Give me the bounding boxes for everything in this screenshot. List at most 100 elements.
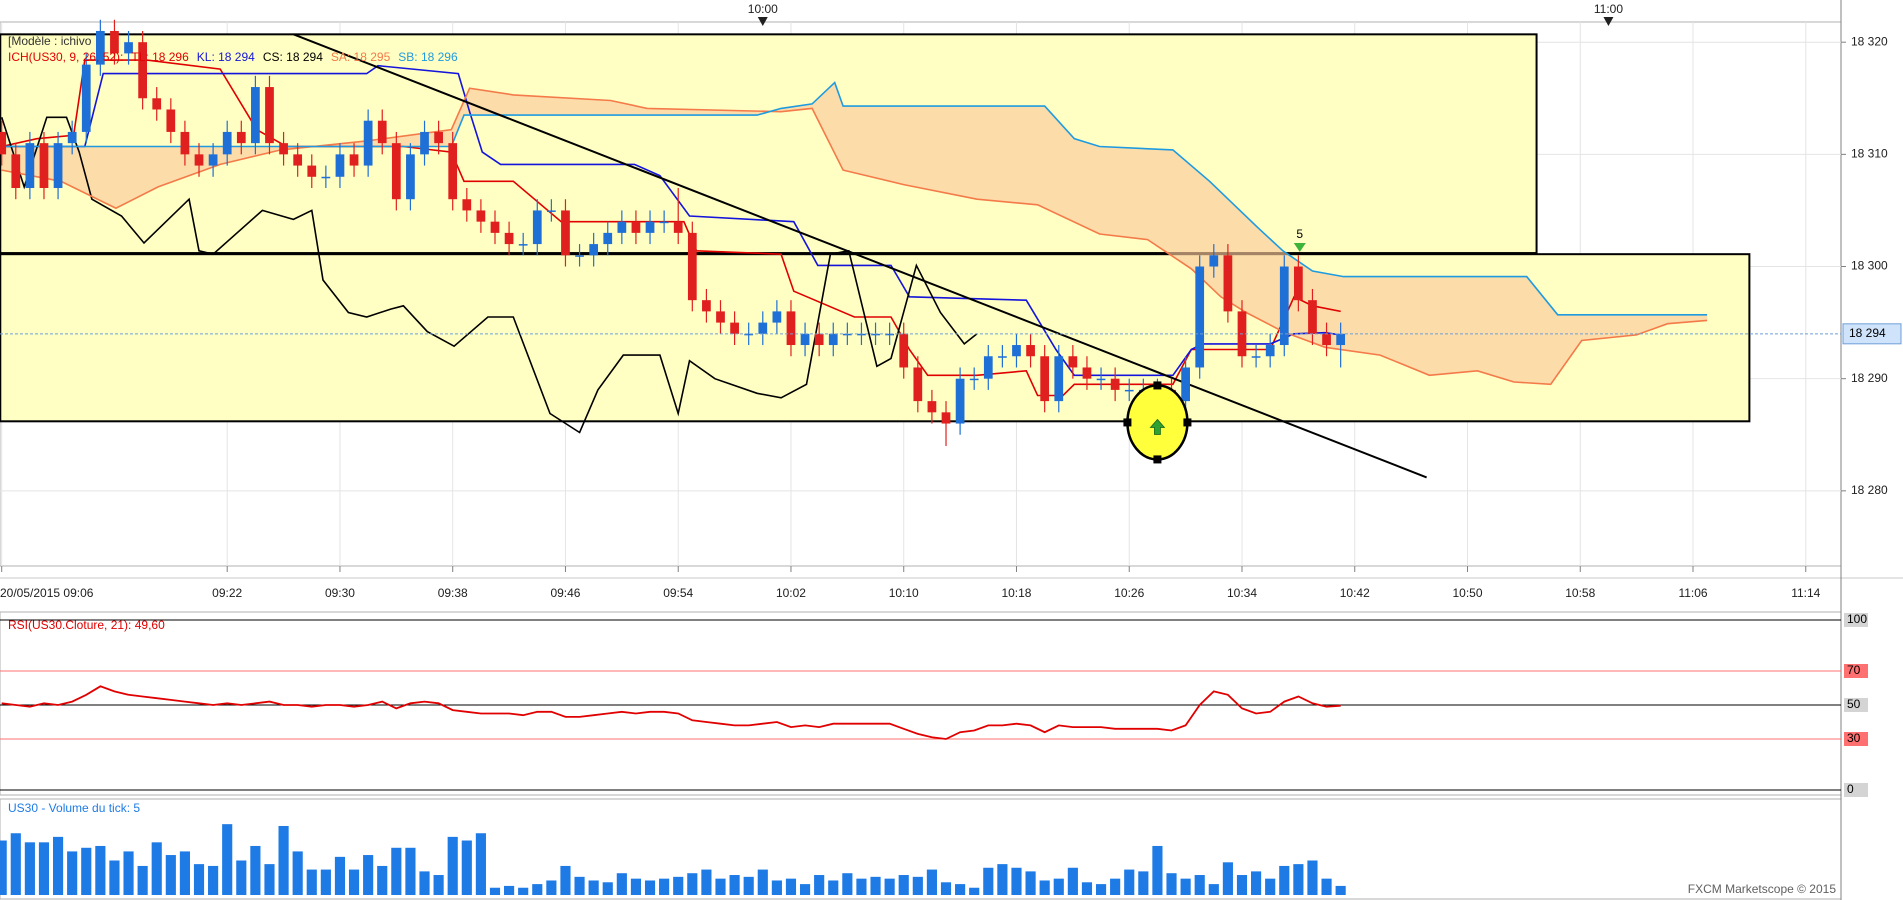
rsi-line — [1, 685, 1341, 740]
y-tick-label: 50 — [1847, 697, 1861, 711]
volume-bar — [52, 836, 64, 895]
candle-body — [335, 154, 345, 177]
legend-title: ICH(US30, 9, 26, 52): — [8, 50, 123, 64]
volume-bar — [137, 865, 148, 895]
candle-body — [222, 131, 232, 155]
candle-body — [927, 401, 937, 413]
x-tick-label: 09:22 — [212, 586, 242, 600]
y-tick-label: 100 — [1847, 612, 1867, 626]
candle-body — [81, 64, 91, 132]
volume-bar — [955, 884, 966, 895]
volume-bar — [983, 867, 994, 895]
candle-body — [11, 154, 21, 189]
candle-body — [25, 143, 35, 189]
volume-bar — [870, 876, 881, 895]
candle-body — [518, 244, 528, 246]
volume-bar — [250, 845, 261, 895]
volume-bar — [715, 878, 726, 895]
volume-bar — [1321, 878, 1332, 895]
volume-bar — [320, 869, 331, 895]
candle-body — [1124, 389, 1134, 392]
volume-bar — [334, 856, 346, 895]
volume-bar — [419, 871, 430, 895]
volume-bar — [165, 855, 176, 895]
y-tick-box — [1844, 698, 1868, 712]
legend-entry: KL: 18 294 — [197, 50, 255, 64]
annotation-arrow — [1293, 242, 1306, 252]
volume-bar — [1039, 880, 1050, 895]
x-tick-label: 10:34 — [1227, 586, 1257, 600]
indicator-line — [1, 81, 1708, 316]
candle-body — [236, 131, 246, 144]
volume-bar — [81, 847, 92, 895]
candle-body — [95, 30, 105, 65]
legend-entry: SA: 18 295 — [331, 50, 391, 64]
volume-bar — [969, 887, 980, 895]
volume-bar — [799, 884, 811, 895]
volume-bar — [1251, 871, 1262, 895]
candle-body — [885, 333, 895, 336]
y-tick-label: 18 310 — [1851, 147, 1888, 161]
legend-entry: TL: 18 296 — [131, 50, 189, 64]
volume-bar — [1025, 871, 1036, 895]
volume-bar — [1067, 867, 1078, 895]
volume-bar — [757, 869, 768, 895]
candle-body — [1110, 378, 1120, 390]
candle-body — [1181, 367, 1190, 402]
candle-body — [631, 221, 641, 233]
volume-bar — [1095, 884, 1107, 895]
y-tick-label: 18 300 — [1851, 259, 1888, 273]
volume-bar — [179, 851, 190, 895]
x-tick-label: 10:50 — [1452, 586, 1482, 600]
candle-body — [772, 311, 782, 323]
candle-body — [1012, 345, 1021, 357]
candle-body — [857, 333, 866, 336]
x-tick-label: 09:46 — [550, 586, 580, 600]
candle-body — [1026, 345, 1035, 357]
candle-body — [645, 221, 655, 233]
volume-bar — [701, 869, 712, 895]
candle-body — [1068, 356, 1078, 368]
volume-bar — [0, 840, 7, 895]
volume-bar — [1166, 873, 1177, 895]
volume-bar — [1053, 878, 1064, 895]
candle-body — [716, 311, 725, 323]
volume-bar — [405, 847, 416, 895]
candle-body — [1209, 255, 1219, 267]
volume-bar — [1293, 864, 1304, 895]
volume-bar — [1081, 882, 1093, 895]
candle-body — [955, 378, 965, 424]
volume-bar — [447, 836, 458, 895]
volume-bar — [560, 865, 571, 895]
x-tick-label: 09:30 — [325, 586, 355, 600]
volume-bar — [842, 873, 853, 895]
y-tick-label: 18 290 — [1851, 371, 1888, 385]
footer: FXCM Marketscope © 2015 — [1688, 882, 1837, 896]
volume-bar — [729, 875, 740, 895]
candle-body — [659, 221, 669, 224]
candle-body — [208, 154, 218, 166]
x-tick-label: 10:26 — [1114, 586, 1144, 600]
volume-bar — [24, 842, 35, 895]
y-tick-label: 30 — [1847, 731, 1861, 745]
volume-bar — [38, 842, 50, 895]
candle-body — [744, 333, 754, 336]
volume-bar — [461, 840, 472, 895]
y-tick-label: 70 — [1847, 663, 1861, 677]
annotation: 5 — [1296, 227, 1303, 241]
candle-body — [828, 333, 838, 346]
volume-bar — [1110, 878, 1121, 895]
y-tick-box — [1844, 613, 1868, 627]
volume-bar — [1236, 875, 1248, 895]
marker-arrow — [1149, 418, 1166, 435]
volume-bar — [433, 875, 444, 895]
volume-bar — [771, 880, 782, 895]
volume-bar — [912, 876, 923, 895]
x-tick-label: 11:14 — [1791, 586, 1820, 600]
volume-bar — [109, 860, 120, 895]
volume-bar — [67, 851, 78, 895]
volume-bar — [574, 876, 585, 895]
candle-body — [138, 42, 148, 99]
x-tick-label: 10:18 — [1001, 586, 1031, 600]
